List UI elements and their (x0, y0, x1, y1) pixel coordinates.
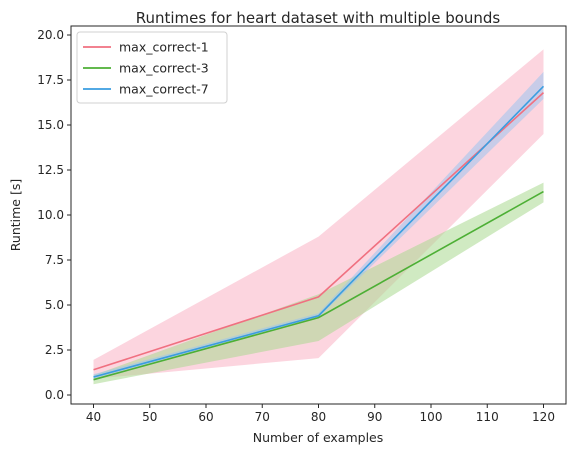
y-tick-label: 2.5 (45, 343, 64, 357)
x-tick-label: 40 (86, 410, 101, 424)
y-tick-label: 20.0 (37, 28, 64, 42)
series-3-line (93, 85, 545, 378)
legend-label: max_correct-3 (119, 61, 209, 76)
series-2-line (93, 190, 544, 381)
series-1-line (93, 92, 545, 371)
x-tick-label: 120 (532, 410, 555, 424)
y-tick-label: 12.5 (37, 163, 64, 177)
x-axis: 40 50 60 70 80 90 100 110 120 (86, 404, 555, 424)
y-tick-label: 17.5 (37, 73, 64, 87)
legend-label: max_correct-1 (119, 40, 209, 55)
x-tick-label: 60 (198, 410, 213, 424)
plot-area (93, 49, 545, 385)
y-tick-label: 10.0 (37, 208, 64, 222)
y-tick-label: 5.0 (45, 298, 64, 312)
y-tick-label: 0.0 (45, 388, 64, 402)
y-tick-label: 7.5 (45, 253, 64, 267)
x-tick-label: 100 (420, 410, 443, 424)
x-tick-label: 110 (476, 410, 499, 424)
y-tick-label: 15.0 (37, 118, 64, 132)
legend-label: max_correct-7 (119, 82, 209, 97)
y-axis-label: Runtime [s] (8, 179, 23, 251)
legend: max_correct-1 max_correct-3 max_correct-7 (76, 31, 228, 104)
legend-box (76, 31, 228, 104)
chart-title: Runtimes for heart dataset with multiple… (136, 9, 501, 27)
x-axis-label: Number of examples (253, 430, 384, 445)
x-tick-label: 70 (255, 410, 270, 424)
x-tick-label: 90 (367, 410, 382, 424)
x-tick-label: 50 (142, 410, 157, 424)
x-tick-label: 80 (311, 410, 326, 424)
y-axis: 0.0 2.5 5.0 7.5 10.0 12.5 15.0 17.5 20.0 (37, 28, 71, 402)
